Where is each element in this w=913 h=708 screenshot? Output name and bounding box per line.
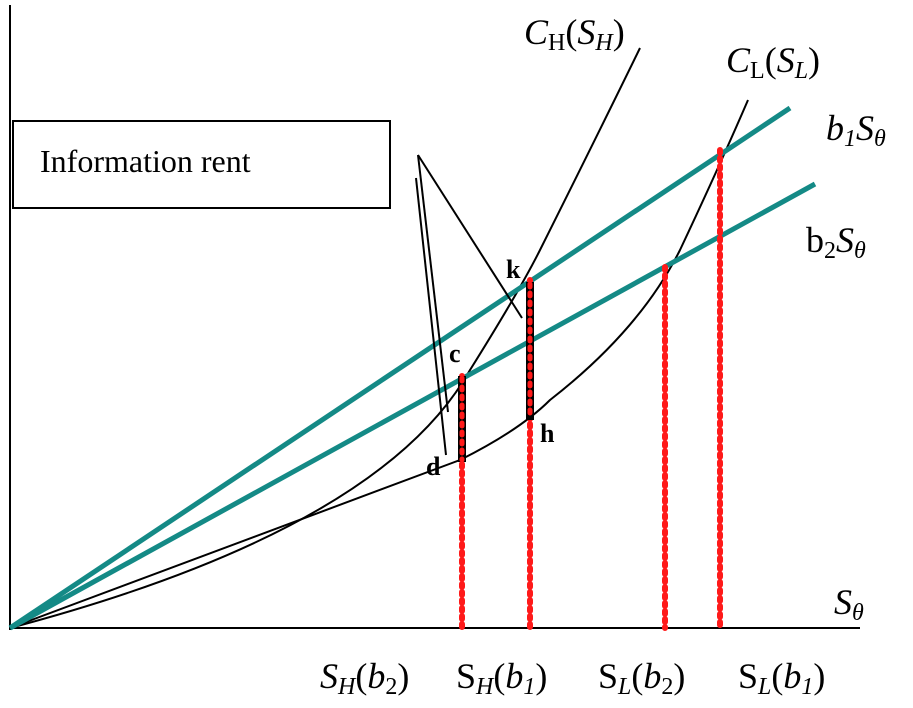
info-rent-label: Information rent xyxy=(40,143,251,179)
tick-label-sl-b2: SL(b2) xyxy=(598,656,685,700)
ch-curve xyxy=(9,47,641,629)
tick-label-sh-b2: SH(b2) xyxy=(320,656,409,700)
info-rent-box xyxy=(12,120,391,209)
b2-line xyxy=(8,181,817,631)
cl-curve xyxy=(9,99,749,629)
cl-curve-label: CL(SL) xyxy=(726,40,820,84)
point-k-label: k xyxy=(506,255,521,284)
pointer-line-2 xyxy=(417,154,449,413)
point-c-label: c xyxy=(449,339,461,368)
tick-label-sl-b1: SL(b1) xyxy=(738,656,825,700)
tick-label-sh-b1: SH(b1) xyxy=(456,656,547,700)
b2-line-label: b2Sθ xyxy=(806,220,866,264)
pointer-line-3 xyxy=(415,177,447,456)
ch-curve-label: CH(SH) xyxy=(524,12,625,56)
b1-line xyxy=(8,105,792,631)
point-d-label: d xyxy=(426,452,441,481)
pointer-line-1 xyxy=(417,154,523,319)
point-h-label: h xyxy=(540,419,555,448)
x-axis-label: Sθ xyxy=(834,582,864,626)
b1-line-label: b1Sθ xyxy=(826,108,886,152)
